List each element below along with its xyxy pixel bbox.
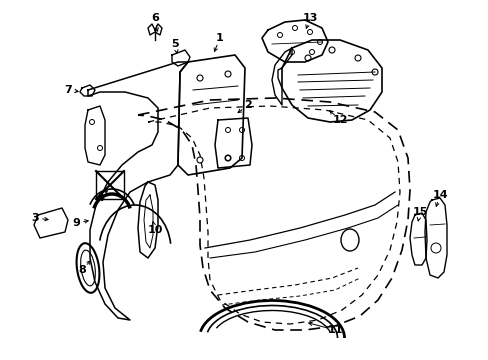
Text: 8: 8: [78, 265, 86, 275]
Text: 14: 14: [431, 190, 447, 200]
Text: 6: 6: [151, 13, 159, 23]
Text: 13: 13: [302, 13, 317, 23]
Text: 7: 7: [64, 85, 72, 95]
Text: 3: 3: [31, 213, 39, 223]
Bar: [96, 171, 124, 199]
Text: 12: 12: [331, 115, 347, 125]
Text: 1: 1: [216, 33, 224, 43]
Text: 2: 2: [244, 100, 251, 110]
Text: 9: 9: [72, 218, 80, 228]
Text: 10: 10: [147, 225, 163, 235]
Text: 4: 4: [96, 193, 104, 203]
Text: 15: 15: [411, 207, 427, 217]
Text: 5: 5: [171, 39, 179, 49]
Text: 11: 11: [326, 325, 342, 335]
